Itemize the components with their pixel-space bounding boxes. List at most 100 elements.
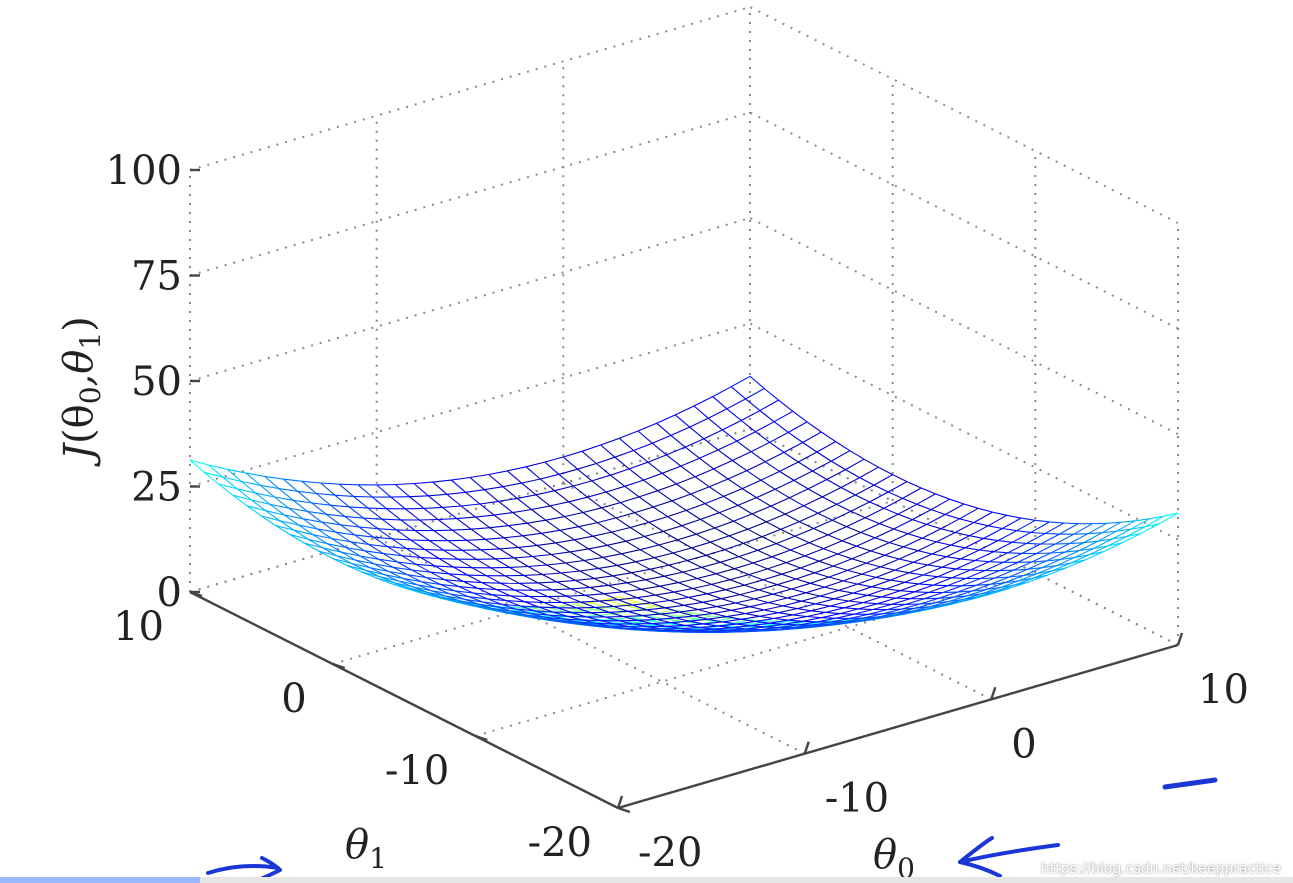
mesh-segment xyxy=(791,582,811,590)
mesh-segment xyxy=(772,588,792,595)
mesh-segment xyxy=(326,513,345,517)
mesh-segment xyxy=(817,503,837,514)
mesh-segment xyxy=(431,590,451,595)
mesh-segment xyxy=(1031,552,1051,563)
mesh-segment xyxy=(463,580,483,584)
mesh-segment xyxy=(504,575,520,584)
mesh-segment xyxy=(1013,561,1033,571)
mesh-segment xyxy=(475,516,491,529)
mesh-segment xyxy=(825,611,840,615)
mesh-segment xyxy=(699,625,719,629)
y-tick-mark xyxy=(332,662,346,670)
mesh-segment xyxy=(835,441,851,452)
mesh-segment xyxy=(1006,514,1022,519)
mesh-segment xyxy=(545,519,561,531)
mesh-segment xyxy=(432,479,452,483)
mesh-segment xyxy=(711,579,731,585)
mesh-segment xyxy=(748,568,768,576)
mesh-segment xyxy=(1097,530,1117,542)
mesh-segment xyxy=(917,550,933,555)
mesh-segment xyxy=(264,475,284,480)
mesh-segment xyxy=(691,547,707,556)
mesh-segment xyxy=(819,589,839,597)
mesh-segment xyxy=(388,571,404,579)
mesh-segment xyxy=(800,567,815,574)
mesh-segment xyxy=(251,499,267,512)
mesh-segment xyxy=(1026,542,1041,545)
mesh-segment xyxy=(771,556,787,564)
mesh-segment xyxy=(578,522,598,528)
mesh-segment xyxy=(715,568,735,575)
mesh-segment xyxy=(536,544,552,555)
mesh-segment xyxy=(1046,558,1061,562)
mesh-segment xyxy=(670,434,686,448)
mesh-segment xyxy=(450,479,466,493)
mesh-segment xyxy=(740,410,761,421)
mesh-segment xyxy=(841,531,862,542)
mesh-segment xyxy=(759,612,779,617)
mesh-segment xyxy=(762,573,782,581)
mesh-segment xyxy=(332,557,352,564)
mesh-segment xyxy=(848,600,863,604)
mesh-segment xyxy=(942,585,962,594)
mesh-segment xyxy=(237,488,257,494)
mesh-segment xyxy=(848,594,868,602)
mesh-segment xyxy=(658,544,674,554)
mesh-segment xyxy=(204,471,224,478)
mesh-segment xyxy=(480,549,496,560)
mesh-segment xyxy=(847,562,867,571)
mesh-segment xyxy=(570,588,586,596)
mesh-segment xyxy=(858,603,878,610)
mesh-segment xyxy=(595,605,614,608)
mesh-segment xyxy=(336,555,352,564)
mesh-segment xyxy=(755,431,771,443)
grid-line xyxy=(749,428,1179,646)
mesh-segment xyxy=(861,573,877,578)
mesh-segment xyxy=(383,552,402,557)
mesh-segment xyxy=(384,574,404,579)
mesh-segment xyxy=(473,592,492,596)
mesh-segment xyxy=(938,596,953,599)
mesh-segment xyxy=(603,593,619,601)
mesh-segment xyxy=(829,600,849,607)
mesh-segment xyxy=(334,494,350,508)
mesh-segment xyxy=(560,572,576,581)
mesh-segment xyxy=(656,414,676,424)
mesh-segment xyxy=(830,450,851,462)
mesh-segment xyxy=(655,594,670,602)
mesh-segment xyxy=(555,542,571,553)
mesh-segment xyxy=(904,574,924,583)
mesh-segment xyxy=(769,441,785,453)
mesh-segment xyxy=(275,525,291,535)
mesh-segment xyxy=(579,567,599,572)
mesh-segment xyxy=(663,525,683,532)
mesh-segment xyxy=(316,492,335,496)
mesh-segment xyxy=(889,533,909,544)
mesh-segment xyxy=(1111,528,1132,540)
mesh-segment xyxy=(871,586,887,590)
mesh-segment xyxy=(394,484,410,498)
mesh-segment xyxy=(335,531,351,543)
mesh-segment xyxy=(993,551,1008,554)
mesh-segment xyxy=(697,573,717,580)
mesh-segment xyxy=(666,446,686,456)
mesh-segment xyxy=(693,405,709,419)
mesh-segment xyxy=(585,593,604,596)
mesh-segment xyxy=(1112,536,1127,540)
mesh-segment xyxy=(461,503,480,507)
mesh-segment xyxy=(465,489,485,493)
mesh-segment xyxy=(518,546,533,557)
mesh-segment xyxy=(1021,543,1042,554)
mesh-segment xyxy=(549,505,565,518)
mesh-segment xyxy=(914,591,929,593)
mesh-segment xyxy=(466,539,482,551)
mesh-segment xyxy=(368,544,384,554)
mesh-segment xyxy=(374,563,394,568)
mesh-segment xyxy=(476,558,492,569)
mesh-segment xyxy=(308,538,324,549)
mesh-segment xyxy=(789,488,809,499)
mesh-segment xyxy=(788,421,808,433)
mesh-segment xyxy=(576,606,596,609)
mesh-segment xyxy=(279,520,299,526)
mesh-segment xyxy=(979,549,994,553)
